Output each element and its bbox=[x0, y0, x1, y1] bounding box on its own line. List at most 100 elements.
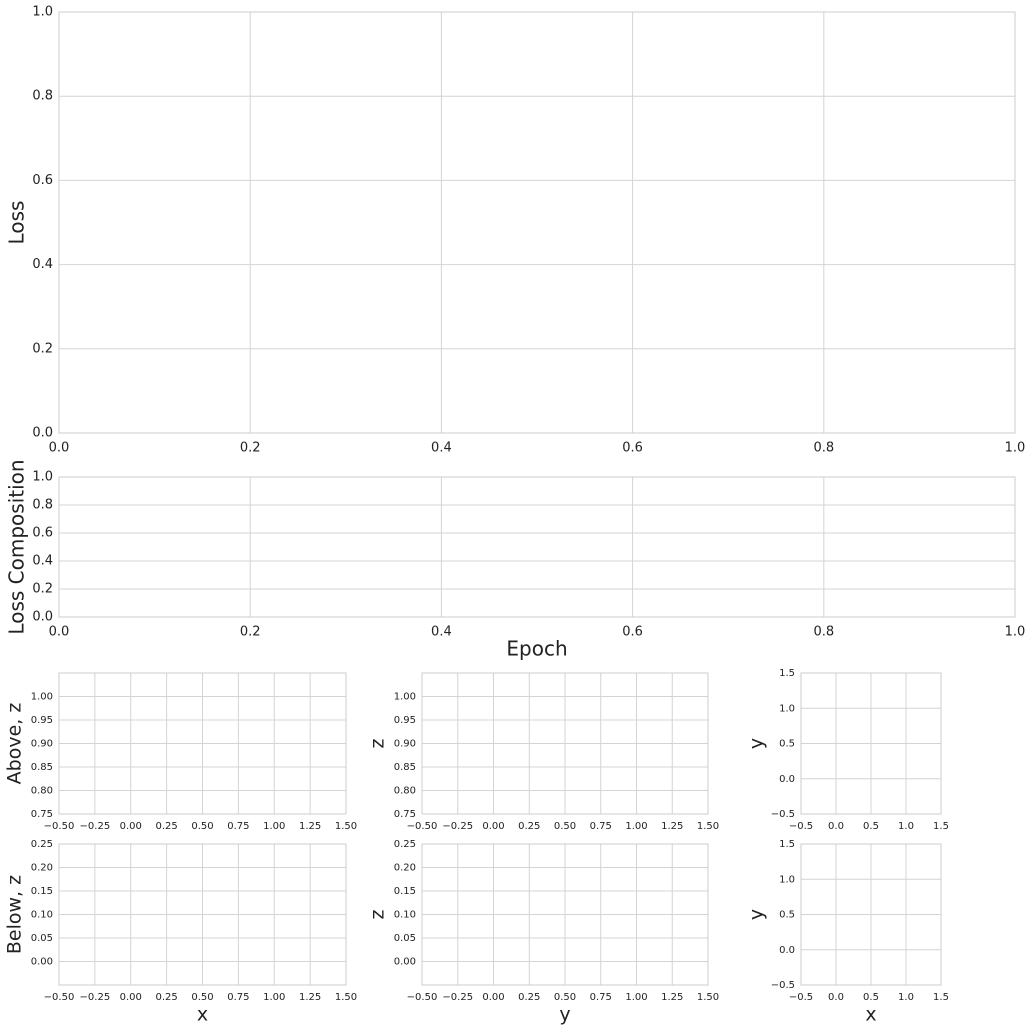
y-tick-label: 1.00 bbox=[394, 692, 416, 703]
y-axis-label: Above, z bbox=[4, 703, 26, 785]
y-tick-label: 0.0 bbox=[779, 945, 795, 956]
axes-frame bbox=[421, 672, 709, 815]
y-tick-label: 0.75 bbox=[394, 809, 416, 820]
y-tick-label: 0.25 bbox=[394, 839, 416, 850]
x-tick-label: 1.0 bbox=[1005, 625, 1026, 640]
x-tick-label: 0.00 bbox=[482, 992, 504, 1003]
x-tick-label: 0.25 bbox=[518, 821, 540, 832]
y-tick-label: 1.0 bbox=[779, 874, 795, 885]
y-tick-label: 0.75 bbox=[31, 809, 53, 820]
x-tick-label: 0.50 bbox=[191, 821, 213, 832]
x-tick-label: 1.5 bbox=[933, 992, 949, 1003]
x-tick-label: 0.0 bbox=[828, 821, 844, 832]
y-tick-label: 0.10 bbox=[394, 910, 416, 921]
x-tick-label: 1.50 bbox=[697, 821, 719, 832]
x-axis-label: y bbox=[559, 1004, 570, 1026]
x-tick-label: 0.4 bbox=[431, 625, 452, 640]
x-tick-label: 0.75 bbox=[590, 821, 612, 832]
x-tick-label: 0.2 bbox=[240, 625, 261, 640]
x-tick-label: 1.00 bbox=[625, 821, 647, 832]
x-tick-label: 0.25 bbox=[518, 992, 540, 1003]
x-tick-label: 1.5 bbox=[933, 821, 949, 832]
y-tick-label: 0.80 bbox=[394, 786, 416, 797]
x-tick-label: 1.50 bbox=[697, 992, 719, 1003]
x-tick-label: 0.0 bbox=[49, 441, 70, 456]
x-axis-label: Epoch bbox=[506, 637, 567, 661]
x-axis-label: x bbox=[865, 1004, 876, 1026]
x-tick-label: 0.00 bbox=[120, 821, 142, 832]
x-tick-label: 0.2 bbox=[240, 441, 261, 456]
axes-frame bbox=[58, 672, 347, 815]
x-tick-label: −0.25 bbox=[442, 992, 473, 1003]
x-tick-label: 0.00 bbox=[482, 821, 504, 832]
y-tick-label: 0.85 bbox=[31, 762, 53, 773]
x-tick-label: 1.25 bbox=[299, 992, 321, 1003]
x-tick-label: −0.25 bbox=[442, 821, 473, 832]
y-tick-label: 0.4 bbox=[32, 554, 53, 569]
y-tick-label: 0.20 bbox=[31, 863, 53, 874]
x-tick-label: 0.6 bbox=[622, 625, 643, 640]
x-tick-label: 0.25 bbox=[155, 821, 177, 832]
y-tick-label: 0.10 bbox=[31, 910, 53, 921]
x-tick-label: 0.5 bbox=[863, 821, 879, 832]
y-tick-label: 0.90 bbox=[394, 739, 416, 750]
x-tick-label: 0.75 bbox=[227, 992, 249, 1003]
x-tick-label: 1.50 bbox=[335, 992, 357, 1003]
x-axis-label: x bbox=[197, 1004, 208, 1026]
x-tick-label: −0.50 bbox=[407, 992, 438, 1003]
y-axis-label: z bbox=[367, 738, 389, 748]
x-tick-label: −0.5 bbox=[789, 821, 813, 832]
x-tick-label: 0.50 bbox=[554, 821, 576, 832]
y-axis-label: y bbox=[746, 909, 768, 920]
x-tick-label: 0.0 bbox=[828, 992, 844, 1003]
y-tick-label: 1.0 bbox=[32, 470, 53, 485]
y-tick-label: −0.5 bbox=[771, 980, 795, 991]
y-tick-label: 1.0 bbox=[32, 5, 53, 20]
x-tick-label: 1.0 bbox=[1005, 441, 1026, 456]
y-tick-label: 0.15 bbox=[31, 886, 53, 897]
axes-frame bbox=[58, 843, 347, 986]
y-tick-label: 0.5 bbox=[779, 910, 795, 921]
x-tick-label: 1.00 bbox=[625, 992, 647, 1003]
y-tick-label: 1.00 bbox=[31, 692, 53, 703]
x-tick-label: −0.50 bbox=[44, 821, 75, 832]
y-tick-label: 0.85 bbox=[394, 762, 416, 773]
x-tick-label: 0.4 bbox=[431, 441, 452, 456]
x-tick-label: 0.8 bbox=[813, 441, 834, 456]
x-tick-label: 0.0 bbox=[49, 625, 70, 640]
x-tick-label: 0.6 bbox=[622, 441, 643, 456]
y-tick-label: 0.5 bbox=[779, 739, 795, 750]
y-tick-label: 0.2 bbox=[32, 341, 53, 356]
y-tick-label: 0.8 bbox=[32, 498, 53, 513]
x-tick-label: 0.8 bbox=[813, 625, 834, 640]
axes-frame bbox=[421, 843, 709, 986]
y-tick-label: 0.8 bbox=[32, 89, 53, 104]
x-tick-label: 1.00 bbox=[263, 821, 285, 832]
x-tick-label: 1.25 bbox=[299, 821, 321, 832]
y-axis-label: Loss bbox=[5, 201, 29, 245]
axes-frame bbox=[58, 476, 1016, 618]
y-tick-label: 0.4 bbox=[32, 257, 53, 272]
axes-frame bbox=[800, 843, 942, 986]
x-tick-label: 0.5 bbox=[863, 992, 879, 1003]
y-tick-label: 0.6 bbox=[32, 173, 53, 188]
x-tick-label: 0.25 bbox=[155, 992, 177, 1003]
x-tick-label: 1.0 bbox=[898, 821, 914, 832]
y-tick-label: 0.80 bbox=[31, 786, 53, 797]
y-tick-label: 0.05 bbox=[394, 933, 416, 944]
x-tick-label: −0.50 bbox=[44, 992, 75, 1003]
x-tick-label: −0.25 bbox=[80, 821, 111, 832]
y-tick-label: 1.5 bbox=[779, 668, 795, 679]
y-tick-label: 0.20 bbox=[394, 863, 416, 874]
x-tick-label: −0.5 bbox=[789, 992, 813, 1003]
y-axis-label: Below, z bbox=[4, 875, 26, 954]
y-axis-label: Loss Composition bbox=[5, 459, 29, 634]
y-tick-label: 1.5 bbox=[779, 839, 795, 850]
y-tick-label: 1.0 bbox=[779, 703, 795, 714]
y-tick-label: 0.90 bbox=[31, 739, 53, 750]
x-tick-label: 1.25 bbox=[661, 821, 683, 832]
y-tick-label: 0.05 bbox=[31, 933, 53, 944]
x-tick-label: −0.50 bbox=[407, 821, 438, 832]
axes-frame bbox=[800, 672, 942, 815]
